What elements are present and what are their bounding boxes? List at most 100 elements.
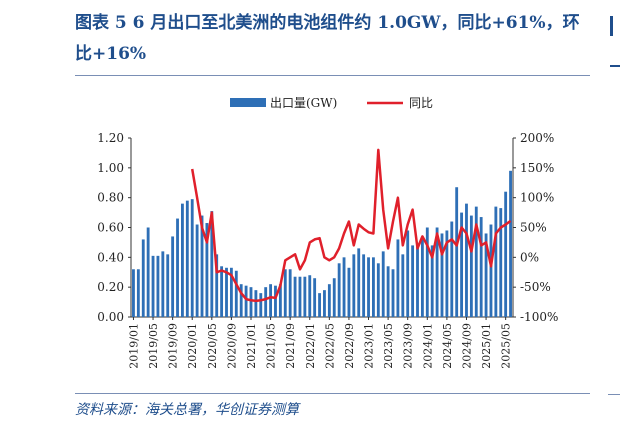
bar [484,233,488,317]
bar [136,269,140,317]
bar [406,230,410,317]
y2-tick-label: -100% [520,310,558,324]
x-tick-label: 2023/01 [363,323,376,369]
bar [372,257,375,317]
bar [347,267,351,317]
bar [313,278,317,317]
y-tick-label: 0.60 [97,221,124,235]
bar [479,217,483,317]
bar [489,224,493,317]
bar [229,267,233,317]
bar [293,276,297,317]
y-tick-label: 1.00 [97,161,124,175]
bar [288,269,292,317]
bar [450,221,454,317]
bar [396,239,400,317]
bar [469,215,473,317]
bar [381,251,385,317]
y-tick-label: 0.20 [97,280,124,294]
bar [499,208,503,317]
bar [445,230,449,317]
bar [420,239,424,317]
bar [215,254,219,317]
bar [411,245,415,317]
x-tick-label: 2020/01 [186,323,199,369]
x-tick-label: 2024/09 [460,323,473,369]
bar [278,284,282,317]
x-tick-label: 2021/05 [265,323,278,369]
bar [332,278,336,317]
bar [259,293,263,317]
bar [416,245,419,317]
x-tick-label: 2021/09 [284,323,297,369]
bar [391,269,395,317]
bar [132,269,135,317]
bar [460,212,463,317]
bar [474,206,478,317]
x-tick-label: 2021/01 [245,323,258,369]
bar [249,287,253,317]
yoy-line [190,148,512,303]
title-divider [75,75,590,76]
bar [440,233,444,317]
y-tick-label: 0.00 [97,310,124,324]
bar [181,203,184,317]
bar [362,254,366,317]
bar [239,284,243,317]
x-tick-label: 2025/05 [500,323,513,369]
line-series [190,148,512,303]
x-tick-label: 2019/01 [127,323,140,369]
chart-legend: 出口量(GW) 同比 [230,96,433,110]
bar [283,269,287,317]
bar [308,275,312,317]
bar [171,236,175,317]
y-tick-label: 0.80 [97,191,124,205]
bar [151,255,155,317]
bar [455,187,459,317]
bar [274,285,277,317]
bar [141,239,145,317]
x-tick-label: 2022/01 [304,323,317,369]
bar [376,263,380,317]
bar [430,245,434,317]
bar [352,254,356,317]
bar [342,257,346,317]
bar [156,255,160,317]
legend-label-line: 同比 [409,96,433,110]
bar [504,191,508,317]
figure-title: 图表 5 6 月出口至北美洲的电池组件约 1.0GW，同比+61%，环比+16% [75,13,580,64]
bar [357,248,361,317]
x-tick-label: 2022/09 [343,323,356,369]
x-tick-label: 2023/05 [382,323,395,369]
bar [318,293,321,317]
fragment-mark [610,16,620,36]
bar [210,211,214,317]
bar [176,218,179,317]
bar [200,215,204,317]
y2-tick-label: 150% [520,161,554,175]
bar [465,203,468,317]
x-tick-label: 2024/01 [421,323,434,369]
fragment-rule [610,65,620,67]
bar [190,199,194,317]
tick-labels: 0.00 0.20 0.40 0.60 0.80 1.00 1.20 -100% -50% 0% 5… [97,131,558,369]
bar [494,206,498,317]
bar [323,290,326,317]
x-tick-label: 2020/09 [225,323,238,369]
bar [327,284,331,317]
y-tick-label: 0.40 [97,250,124,264]
y2-tick-label: 0% [520,250,539,264]
bar-series [132,170,512,317]
x-tick-label: 2020/05 [206,323,219,369]
bar [195,224,199,317]
bar [298,276,302,317]
y2-tick-label: -50% [520,280,551,294]
chart-axes [128,137,516,320]
bar [386,266,390,317]
x-tick-label: 2022/05 [323,323,336,369]
bar [185,200,189,317]
source-divider [75,393,590,394]
bar [166,254,170,317]
bar [303,276,307,317]
legend-swatch-bar [230,98,266,107]
